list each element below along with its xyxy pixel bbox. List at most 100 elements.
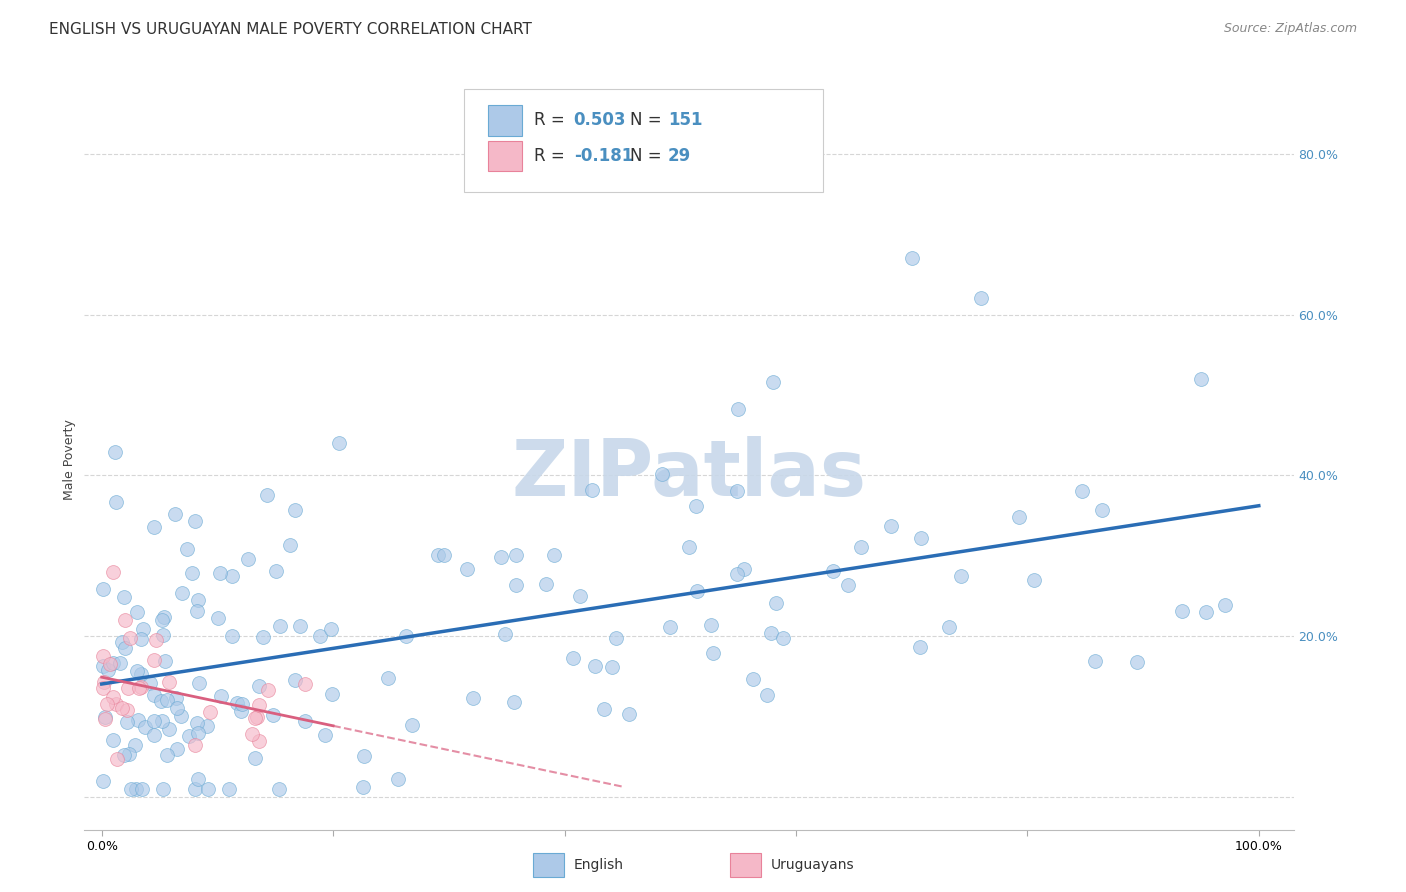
- Point: [353, 749, 375, 764]
- Point: [463, 691, 485, 706]
- Text: -0.181: -0.181: [574, 147, 633, 165]
- Point: [91, 658, 114, 673]
- Text: N =: N =: [630, 147, 666, 165]
- Point: [91, 774, 114, 789]
- Point: [166, 701, 188, 715]
- Point: [600, 660, 623, 674]
- Point: [142, 714, 165, 728]
- Text: Uruguayans: Uruguayans: [770, 858, 853, 872]
- Point: [127, 664, 149, 678]
- Point: [170, 709, 193, 723]
- Point: [221, 629, 243, 643]
- Point: [187, 592, 209, 607]
- Point: [112, 747, 135, 762]
- Text: ZIPatlas: ZIPatlas: [512, 436, 866, 512]
- Point: [195, 719, 218, 733]
- Point: [267, 782, 290, 797]
- Point: [257, 682, 280, 697]
- Point: [156, 693, 179, 707]
- Point: [651, 467, 673, 481]
- Point: [134, 721, 156, 735]
- Point: [699, 618, 721, 632]
- Point: [702, 647, 724, 661]
- Point: [187, 726, 209, 740]
- Point: [186, 604, 208, 618]
- Text: N =: N =: [630, 112, 666, 129]
- Point: [96, 698, 118, 712]
- Point: [583, 658, 606, 673]
- Point: [166, 741, 188, 756]
- Point: [129, 666, 152, 681]
- Point: [143, 728, 166, 742]
- Point: [104, 445, 127, 459]
- Point: [128, 681, 150, 695]
- Point: [321, 687, 343, 701]
- Text: 151: 151: [668, 112, 703, 129]
- Point: [150, 694, 173, 708]
- Point: [112, 590, 135, 604]
- Point: [725, 483, 748, 498]
- Point: [284, 503, 307, 517]
- Point: [686, 583, 709, 598]
- Point: [187, 772, 209, 786]
- Point: [1071, 483, 1094, 498]
- Point: [120, 782, 142, 797]
- Point: [221, 568, 243, 582]
- Point: [93, 675, 115, 690]
- Point: [685, 499, 707, 513]
- Point: [143, 520, 166, 534]
- Point: [142, 653, 165, 667]
- Point: [1171, 604, 1194, 618]
- Point: [269, 619, 291, 633]
- Point: [593, 702, 616, 716]
- Point: [1126, 656, 1149, 670]
- Point: [433, 548, 456, 562]
- Point: [200, 705, 222, 719]
- Point: [184, 739, 207, 753]
- Point: [387, 772, 409, 787]
- Point: [605, 631, 627, 645]
- Point: [294, 714, 316, 728]
- Point: [218, 782, 240, 797]
- Point: [772, 632, 794, 646]
- Point: [186, 716, 208, 731]
- Point: [114, 613, 136, 627]
- Point: [226, 696, 249, 710]
- Point: [181, 566, 204, 580]
- Point: [456, 562, 478, 576]
- Point: [152, 609, 174, 624]
- Point: [756, 688, 779, 702]
- Point: [288, 618, 311, 632]
- Point: [231, 697, 253, 711]
- Point: [733, 562, 755, 576]
- Point: [236, 552, 259, 566]
- Point: [762, 375, 785, 389]
- Point: [155, 654, 177, 668]
- Point: [104, 698, 127, 712]
- Point: [759, 626, 782, 640]
- Point: [94, 712, 117, 726]
- Point: [395, 629, 418, 643]
- Point: [494, 627, 516, 641]
- Text: R =: R =: [534, 112, 571, 129]
- Point: [910, 531, 932, 545]
- Point: [103, 565, 125, 579]
- Point: [115, 714, 138, 729]
- Point: [131, 782, 153, 797]
- Point: [284, 673, 307, 688]
- Point: [1189, 372, 1212, 386]
- Point: [179, 730, 201, 744]
- Point: [908, 640, 931, 654]
- Point: [98, 657, 121, 672]
- Point: [247, 679, 270, 693]
- Point: [278, 538, 301, 552]
- Point: [245, 711, 267, 725]
- Text: 29: 29: [668, 147, 692, 165]
- Point: [970, 292, 993, 306]
- Point: [294, 677, 316, 691]
- Point: [765, 596, 787, 610]
- Point: [245, 751, 267, 765]
- Point: [505, 578, 527, 592]
- Point: [139, 676, 162, 690]
- Point: [163, 507, 186, 521]
